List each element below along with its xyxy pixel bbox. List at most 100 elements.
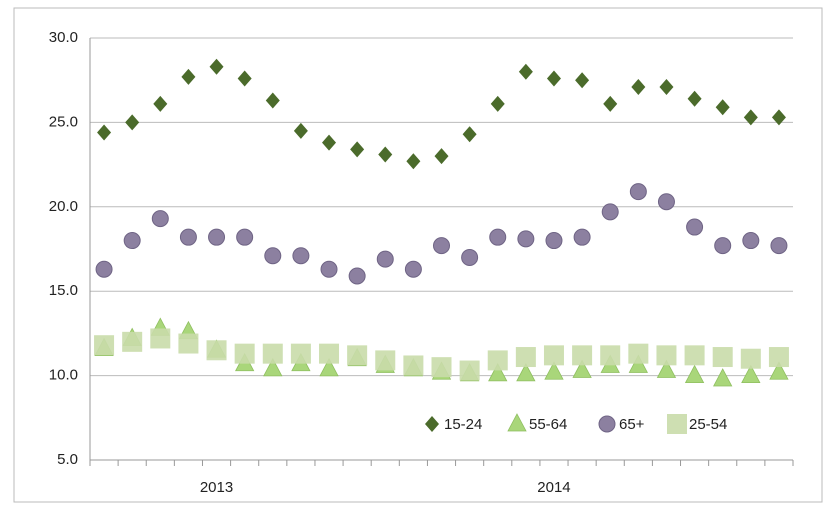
point: [123, 232, 141, 250]
point: [262, 343, 283, 364]
point: [572, 345, 593, 366]
point: [628, 354, 649, 373]
point: [150, 328, 171, 349]
y-tick-label: 30.0: [49, 29, 78, 46]
point: [573, 228, 591, 246]
point: [322, 134, 337, 151]
point: [234, 343, 255, 364]
point: [153, 95, 168, 112]
point: [628, 343, 649, 364]
point: [713, 368, 733, 387]
point: [714, 237, 732, 255]
point: [264, 247, 282, 265]
point: [181, 68, 196, 85]
point: [601, 203, 619, 221]
point: [515, 347, 536, 368]
point: [378, 146, 393, 163]
point: [376, 250, 394, 268]
y-tick-label: 10.0: [49, 367, 78, 384]
point: [684, 345, 705, 366]
point: [350, 141, 365, 158]
point: [179, 228, 197, 246]
point: [237, 70, 252, 87]
point: [178, 333, 199, 354]
point: [517, 230, 535, 248]
point: [461, 248, 479, 266]
point: [209, 58, 224, 75]
legend-label: 25-54: [689, 416, 727, 433]
point: [95, 260, 113, 278]
point: [263, 357, 283, 377]
point: [290, 343, 311, 364]
point: [151, 210, 169, 228]
point: [686, 218, 704, 236]
point: [545, 232, 563, 250]
point: [406, 153, 421, 170]
point: [431, 357, 452, 378]
point: [543, 345, 564, 366]
legend-marker: [598, 415, 616, 433]
x-tick-label: 2014: [537, 479, 570, 496]
legend-marker: [507, 413, 527, 432]
point: [715, 99, 730, 116]
point: [236, 228, 254, 246]
point: [348, 267, 366, 285]
point: [319, 357, 339, 377]
point: [659, 78, 674, 95]
point: [743, 109, 758, 126]
point: [208, 228, 226, 246]
point: [742, 232, 760, 250]
point: [657, 193, 675, 211]
point: [122, 331, 143, 352]
y-tick-label: 25.0: [49, 113, 78, 130]
point: [489, 228, 507, 246]
point: [741, 364, 761, 383]
point: [293, 122, 308, 139]
point: [320, 260, 338, 278]
point: [488, 363, 508, 382]
point: [684, 364, 705, 383]
point: [375, 350, 396, 371]
point: [433, 237, 450, 255]
point: [544, 361, 564, 380]
point: [575, 72, 590, 89]
point: [403, 355, 424, 376]
point: [206, 340, 227, 361]
point: [462, 126, 477, 143]
point: [404, 260, 422, 278]
point: [656, 345, 677, 366]
legend-label: 15-24: [444, 416, 482, 433]
point: [347, 345, 368, 366]
point: [769, 361, 789, 380]
legend-marker: [667, 414, 687, 434]
point: [516, 363, 536, 382]
point: [631, 78, 646, 95]
point: [629, 183, 647, 201]
point: [768, 347, 789, 368]
x-tick-label: 2013: [200, 479, 233, 496]
point: [487, 350, 508, 371]
legend-marker: [425, 416, 439, 432]
chart-frame: [13, 7, 823, 503]
point: [319, 343, 340, 364]
point: [740, 348, 761, 369]
point: [712, 347, 733, 368]
point: [656, 359, 677, 378]
point: [292, 247, 310, 265]
legend-label: 65+: [619, 416, 645, 433]
point: [770, 237, 788, 255]
y-tick-label: 20.0: [49, 198, 78, 215]
point: [518, 63, 533, 80]
point: [687, 90, 702, 107]
point: [434, 148, 449, 165]
y-tick-label: 15.0: [49, 282, 78, 299]
point: [97, 124, 112, 141]
point: [771, 109, 786, 126]
point: [490, 95, 505, 112]
point: [546, 70, 561, 87]
point: [265, 92, 280, 109]
point: [603, 95, 618, 112]
point: [600, 345, 621, 366]
